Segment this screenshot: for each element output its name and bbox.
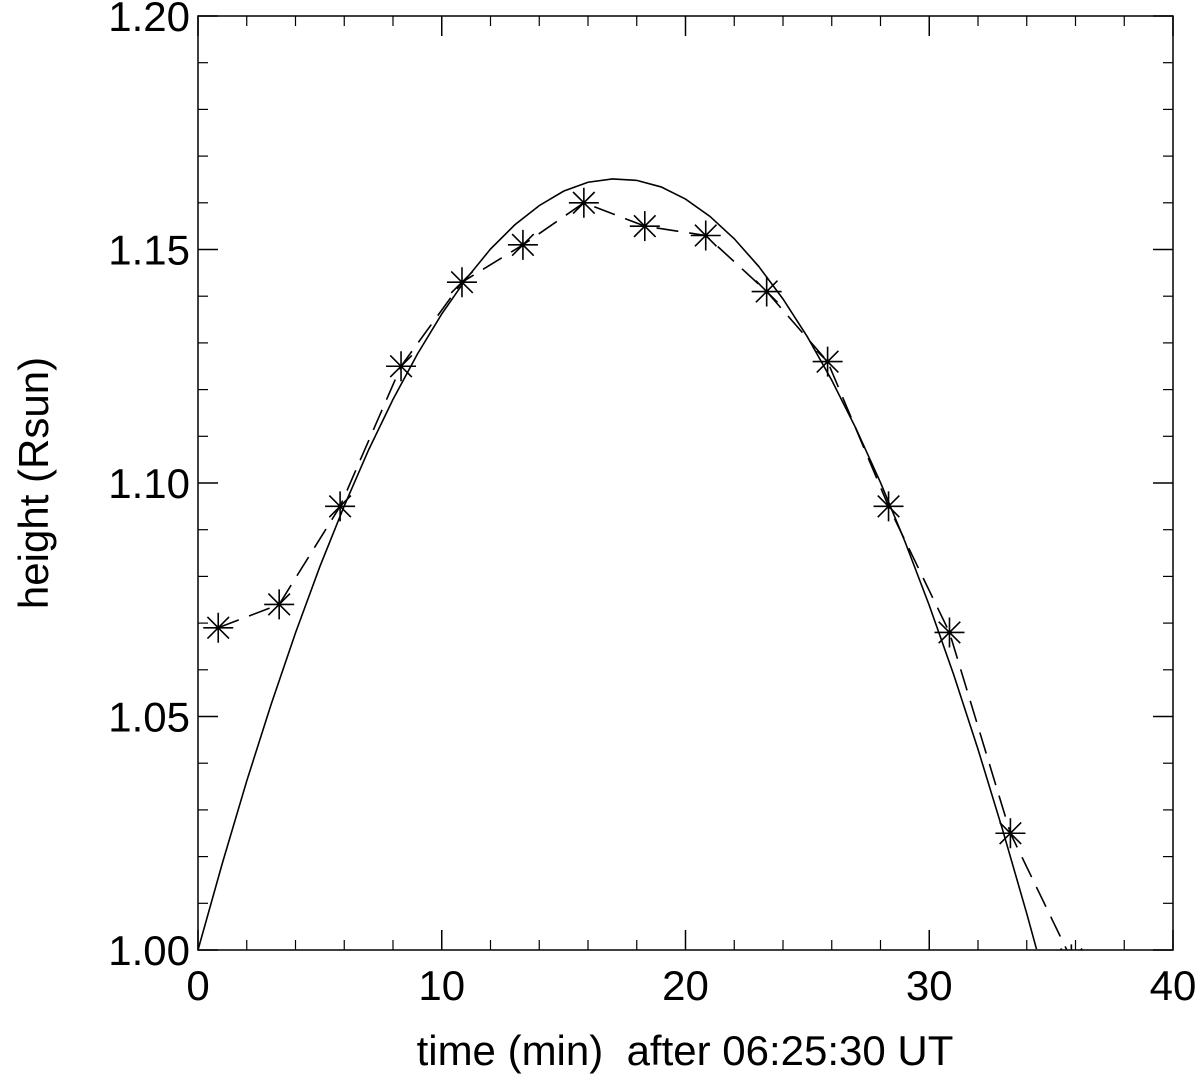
- y-tick-label: 1.05: [108, 694, 190, 741]
- asterisk-marker: [690, 220, 721, 251]
- asterisk-marker: [995, 818, 1026, 849]
- plot-frame: [197, 15, 1174, 951]
- y-tick-label: 1.00: [108, 927, 190, 974]
- x-tick-label: 40: [1150, 962, 1197, 1009]
- asterisk-marker: [203, 612, 234, 643]
- y-axis-label: height (Rsun): [10, 357, 57, 609]
- asterisk-marker: [751, 276, 782, 307]
- y-tick-label: 1.15: [108, 227, 190, 274]
- x-tick-label: 30: [906, 962, 953, 1009]
- asterisk-marker: [264, 589, 295, 620]
- asterisk-marker: [386, 351, 417, 382]
- x-tick-label: 10: [418, 962, 465, 1009]
- plot-area: [198, 178, 1083, 950]
- asterisk-marker: [1059, 944, 1083, 950]
- asterisk-marker: [934, 617, 965, 648]
- series-line: [217, 201, 1068, 950]
- asterisk-marker: [446, 267, 477, 298]
- y-tick-label: 1.20: [108, 0, 190, 40]
- asterisk-marker: [568, 187, 599, 218]
- asterisk-marker: [507, 229, 538, 260]
- asterisk-marker: [325, 491, 356, 522]
- series-line: [198, 178, 1038, 950]
- x-tick-label: 20: [662, 962, 709, 1009]
- asterisk-marker: [873, 491, 904, 522]
- y-tick-label: 1.10: [108, 460, 190, 507]
- x-axis-label: time (min) after 06:25:30 UT: [417, 1027, 954, 1074]
- asterisk-marker: [812, 346, 843, 377]
- asterisk-marker: [629, 211, 660, 242]
- x-tick-label: 0: [186, 962, 209, 1009]
